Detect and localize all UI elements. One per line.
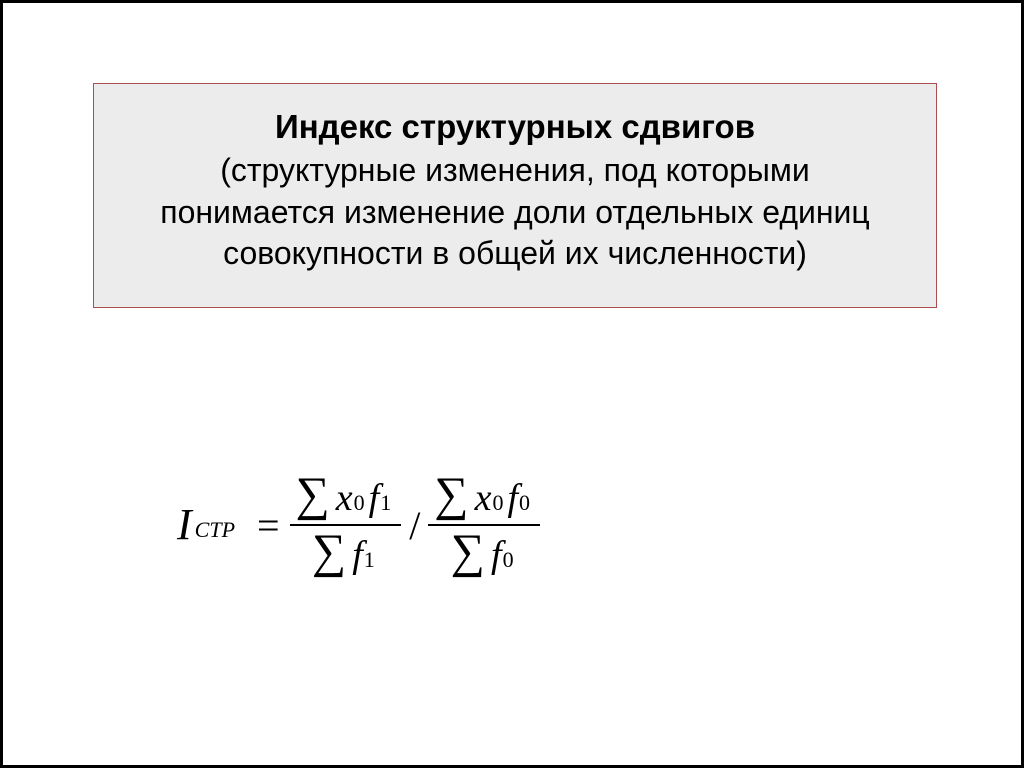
- sigma-icon: ∑: [451, 530, 485, 573]
- definition-title: Индекс структурных сдвигов: [130, 108, 900, 146]
- definition-body: (структурные изменения, под которыми пон…: [130, 150, 900, 275]
- sub-1: 1: [364, 547, 375, 573]
- var-f: f: [491, 533, 502, 577]
- formula: I СТР = ∑ x 0 f 1 ∑ f 1 / ∑ x 0 f 0 ∑ f: [177, 473, 540, 577]
- divider-slash: /: [409, 502, 420, 549]
- sub-0: 0: [492, 490, 503, 516]
- sub-1: 1: [380, 490, 391, 516]
- fraction-1-numerator: ∑ x 0 f 1: [290, 473, 402, 520]
- var-x: x: [336, 476, 353, 520]
- fraction-2-numerator: ∑ x 0 f 0: [428, 473, 540, 520]
- sub-0: 0: [519, 490, 530, 516]
- var-f: f: [507, 476, 518, 520]
- fraction-2-denominator: ∑ f 0: [445, 530, 524, 577]
- var-f: f: [352, 533, 363, 577]
- formula-lhs: I СТР: [177, 503, 235, 547]
- sigma-icon: ∑: [434, 473, 468, 516]
- formula-subscript-ctp: СТР: [195, 517, 235, 543]
- equals-sign: =: [257, 502, 280, 549]
- sigma-icon: ∑: [296, 473, 330, 516]
- definition-box: Индекс структурных сдвигов (структурные …: [93, 83, 937, 308]
- sigma-icon: ∑: [312, 530, 346, 573]
- sub-0: 0: [354, 490, 365, 516]
- fraction-1-denominator: ∑ f 1: [306, 530, 385, 577]
- var-x: x: [475, 476, 492, 520]
- sub-0: 0: [503, 547, 514, 573]
- formula-symbol-I: I: [177, 503, 192, 547]
- var-f: f: [369, 476, 380, 520]
- fraction-2: ∑ x 0 f 0 ∑ f 0: [428, 473, 540, 577]
- fraction-1: ∑ x 0 f 1 ∑ f 1: [290, 473, 402, 577]
